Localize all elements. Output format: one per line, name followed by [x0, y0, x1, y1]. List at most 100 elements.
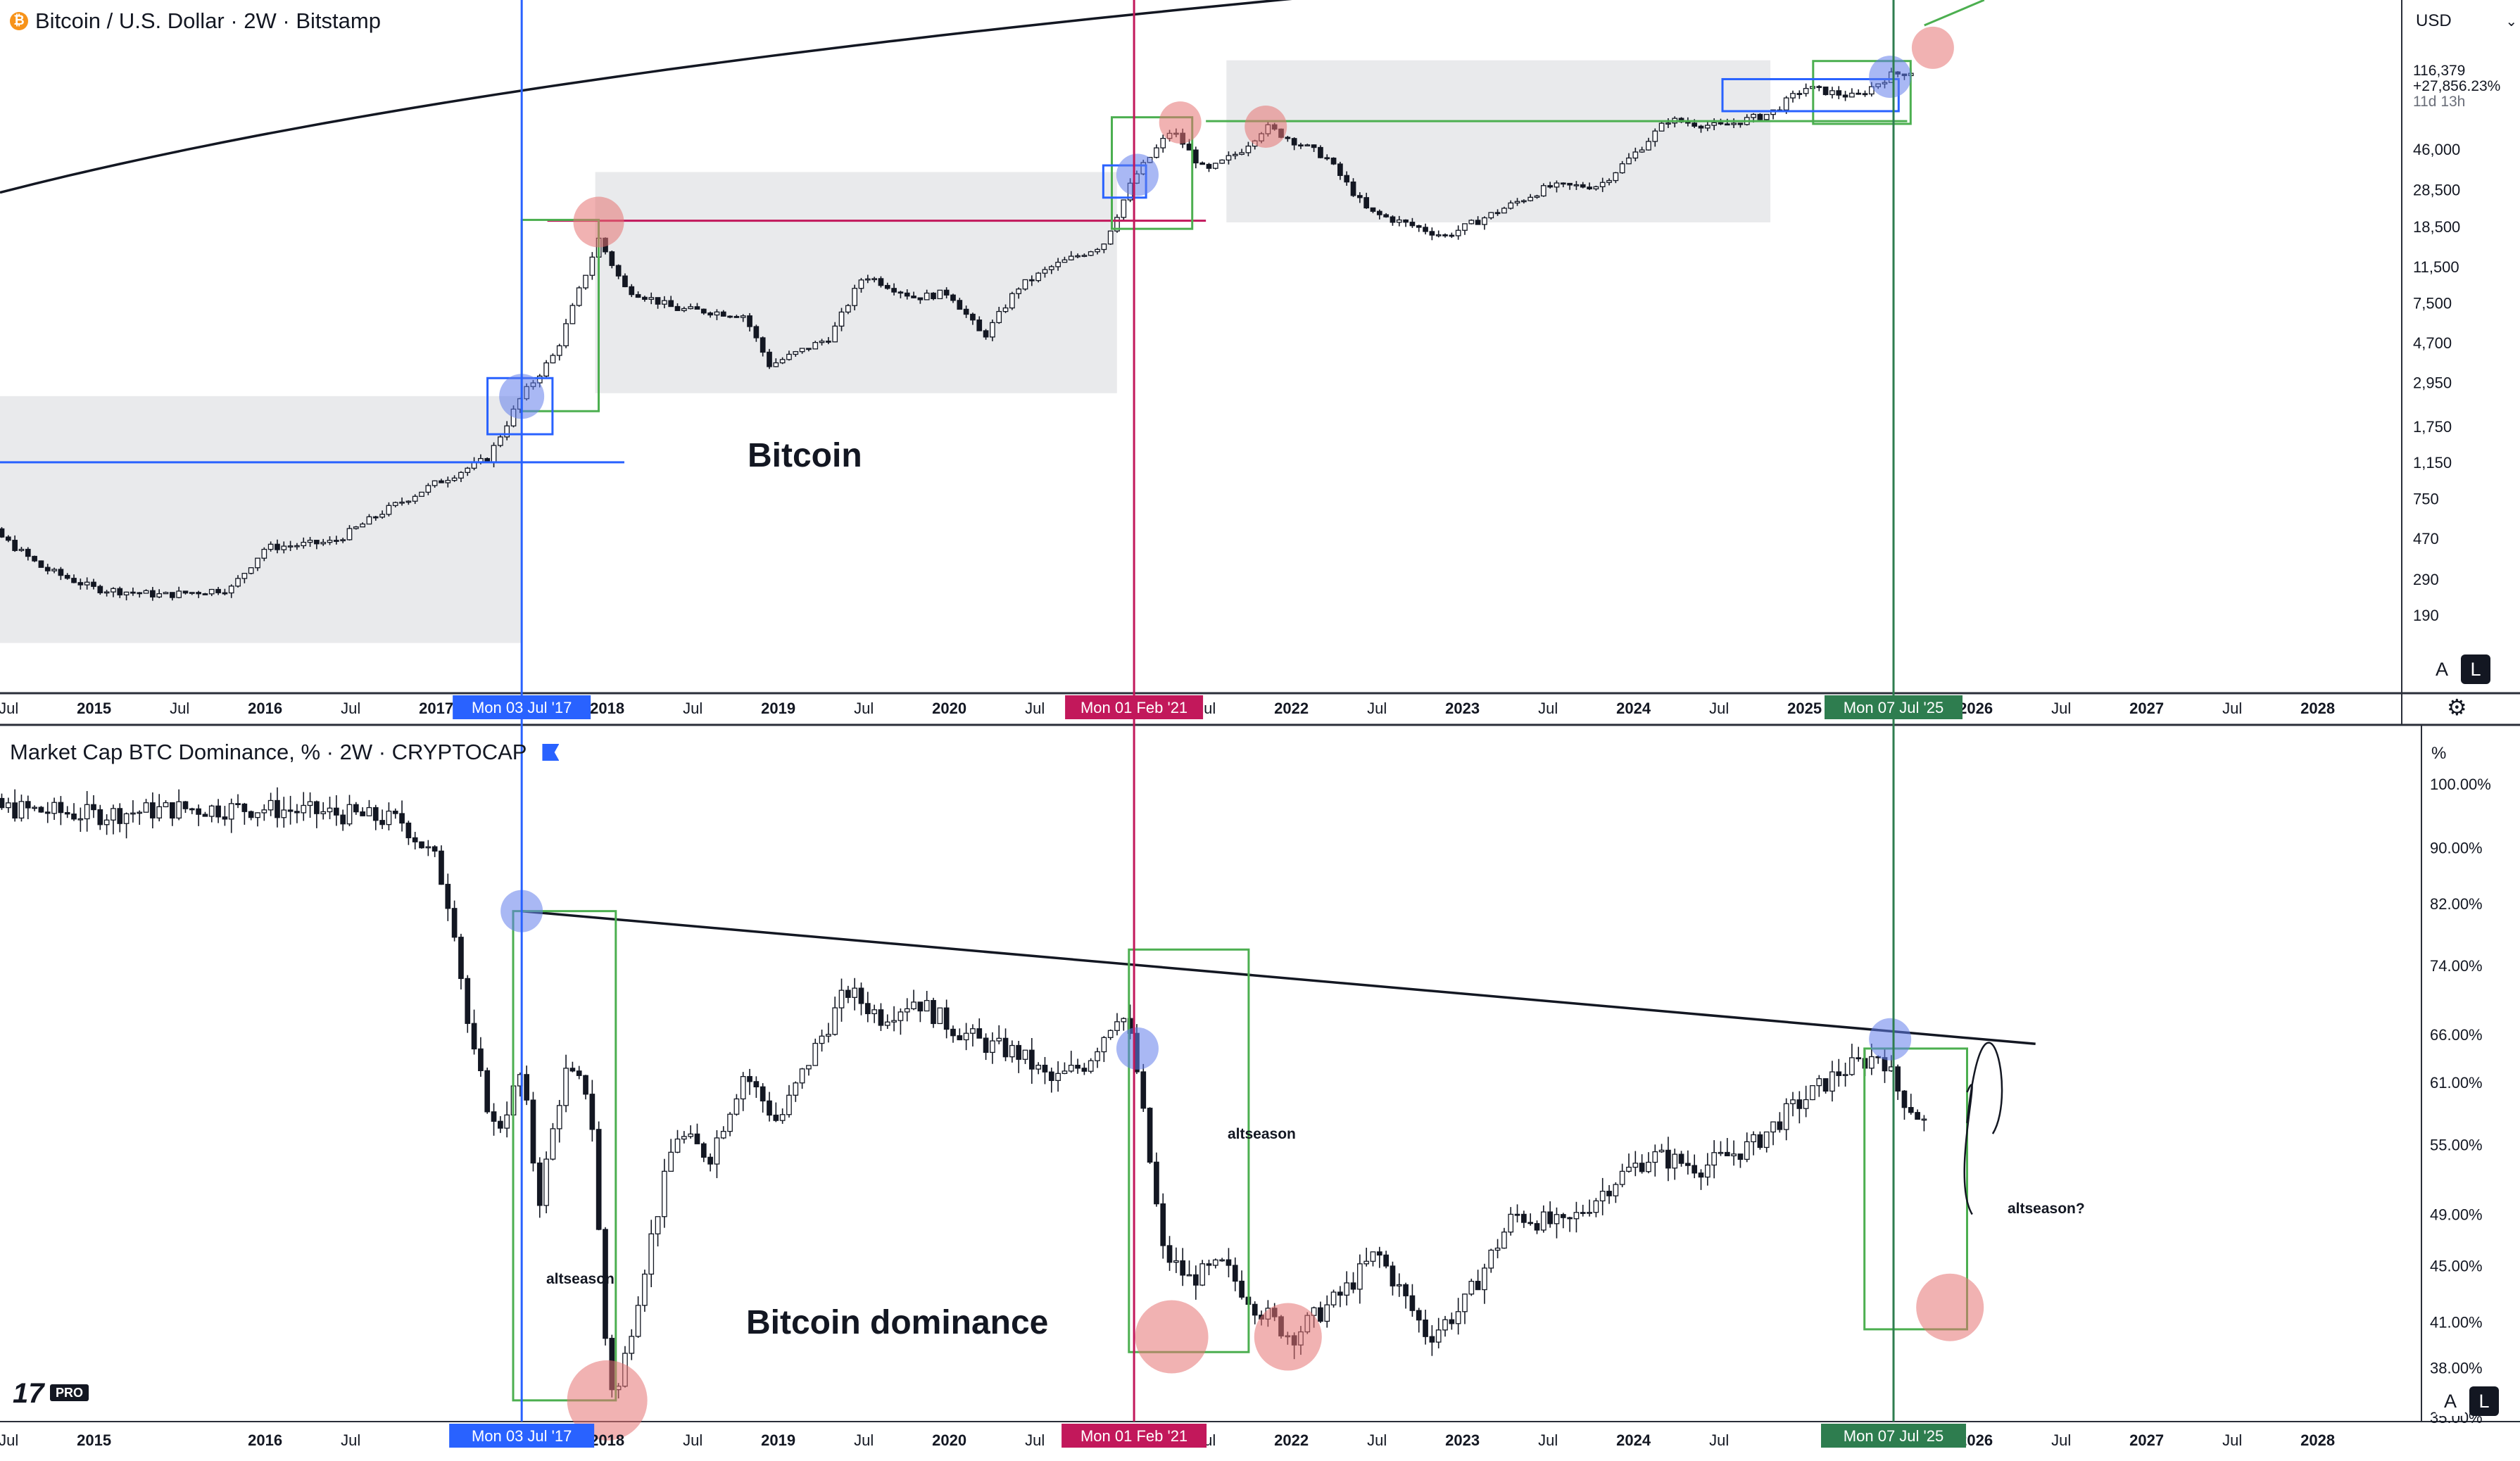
- btc-candle-body: [826, 341, 831, 343]
- dom-candle: [1573, 1201, 1580, 1233]
- bottom-ytick: 41.00%: [2430, 1313, 2483, 1331]
- dom-candle-body: [950, 1028, 956, 1037]
- btc-candle: [1482, 216, 1487, 230]
- dom-candle-body: [1252, 1303, 1258, 1316]
- dom-candle: [372, 804, 379, 830]
- dom-candle: [77, 807, 84, 833]
- dom-candle: [379, 809, 385, 830]
- dom-candle-body: [360, 811, 365, 816]
- btc-candle: [674, 303, 681, 311]
- dom-candle: [1810, 1084, 1815, 1101]
- dom-candle: [1403, 1282, 1409, 1309]
- dom-candle-body: [77, 818, 84, 821]
- dom-candle: [1744, 1132, 1750, 1163]
- btc-candle: [1298, 142, 1304, 149]
- projection-path-down: [1963, 1084, 1973, 1215]
- dom-candle: [603, 1227, 608, 1346]
- btc-candle-body: [1048, 266, 1054, 270]
- btc-candle-body: [727, 315, 733, 318]
- btc-candle-body: [1763, 113, 1770, 120]
- dom-candle-body: [1016, 1044, 1022, 1060]
- btc-candle-body: [1783, 97, 1789, 110]
- dom-candle-body: [970, 1028, 976, 1034]
- log-scale-button-bottom[interactable]: L: [2469, 1386, 2499, 1416]
- btc-candle: [1383, 213, 1389, 218]
- btc-candle: [425, 483, 431, 495]
- bottom-chart-title-row[interactable]: Market Cap BTC Dominance, % · 2W · CRYPT…: [10, 740, 560, 765]
- dom-candle-body: [1330, 1291, 1337, 1305]
- dom-candle-body: [1665, 1149, 1671, 1169]
- dom-candle-body: [1449, 1319, 1455, 1324]
- bottom-circle-2021b: [1254, 1303, 1322, 1371]
- dom-candle: [1048, 1068, 1054, 1093]
- settings-gear-icon[interactable]: ⚙: [2447, 695, 2467, 720]
- btc-candle-body: [1370, 207, 1376, 212]
- log-scale-button[interactable]: L: [2461, 654, 2490, 684]
- top-chart-title-row[interactable]: ₿ Bitcoin / U.S. Dollar · 2W · Bitstamp: [10, 8, 381, 34]
- auto-scale-button[interactable]: A: [2427, 654, 2457, 684]
- percent-unit-select[interactable]: %: [2431, 744, 2447, 763]
- btc-candle-body: [1475, 220, 1481, 225]
- btc-candle: [622, 273, 628, 288]
- dom-candle: [1580, 1204, 1586, 1217]
- btc-candle-body: [366, 516, 372, 525]
- btc-candle-body: [38, 560, 44, 568]
- top-xtick: Jul: [0, 700, 18, 717]
- btc-candle: [1757, 113, 1763, 121]
- btc-candle: [12, 535, 18, 552]
- date-marker-badge: [1065, 695, 1204, 719]
- btc-candle-body: [1396, 219, 1402, 223]
- btc-candle-body: [1711, 122, 1718, 126]
- dom-candle-body: [1796, 1099, 1803, 1109]
- btc-candle: [182, 590, 189, 595]
- dom-candle: [655, 1216, 661, 1247]
- btc-candle: [871, 277, 877, 283]
- btc-candle: [845, 303, 851, 315]
- dom-candle: [864, 992, 871, 1023]
- dom-candle-body: [700, 1143, 707, 1158]
- btc-candle: [1501, 206, 1507, 214]
- dom-candle-body: [832, 1007, 838, 1035]
- btc-candle-body: [163, 592, 169, 595]
- btc-candle-body: [1409, 222, 1416, 227]
- btc-candle-body: [1829, 90, 1835, 96]
- btc-candle-body: [405, 500, 412, 503]
- btc-candle-body: [648, 297, 655, 300]
- dom-candle: [1192, 1265, 1199, 1300]
- auto-scale-button-bottom[interactable]: A: [2436, 1386, 2465, 1416]
- dom-candle-body: [84, 804, 90, 820]
- dom-candle-body: [569, 1068, 576, 1072]
- btc-candle: [996, 307, 1002, 324]
- dom-candle-body: [1613, 1184, 1619, 1196]
- btc-candle: [1114, 214, 1120, 233]
- btc-candle-body: [891, 288, 897, 293]
- dom-candle: [1121, 1017, 1127, 1031]
- btc-candle: [1829, 87, 1835, 99]
- dom-candle-body: [261, 809, 267, 814]
- dom-candle-body: [189, 808, 195, 811]
- bottom-xtick: Jul: [2222, 1431, 2242, 1449]
- btc-candle: [1390, 215, 1396, 226]
- top-ytick: 7,500: [2413, 295, 2452, 312]
- btc-candle: [963, 305, 969, 318]
- dom-candle-body: [1842, 1074, 1848, 1076]
- btc-candle: [1547, 182, 1553, 189]
- dom-candle: [196, 804, 201, 826]
- btc-candle-body: [917, 297, 924, 301]
- btc-candle-body: [1862, 93, 1868, 96]
- dom-candle: [1022, 1049, 1028, 1064]
- dom-candle-body: [484, 1070, 491, 1113]
- bottom-xtick: 2023: [1445, 1431, 1480, 1449]
- dom-candle-body: [1488, 1249, 1494, 1269]
- dom-candle: [491, 1103, 497, 1136]
- btc-candle-body: [0, 528, 5, 538]
- btc-candle-body: [1547, 185, 1553, 188]
- dom-candle-body: [18, 801, 25, 819]
- btc-candle-body: [1468, 220, 1475, 224]
- dom-candle: [451, 900, 458, 942]
- dom-candle: [767, 1092, 772, 1122]
- currency-select[interactable]: USD ⌄: [2416, 11, 2518, 30]
- dom-candle: [1154, 1152, 1159, 1207]
- btc-candle-body: [360, 523, 365, 528]
